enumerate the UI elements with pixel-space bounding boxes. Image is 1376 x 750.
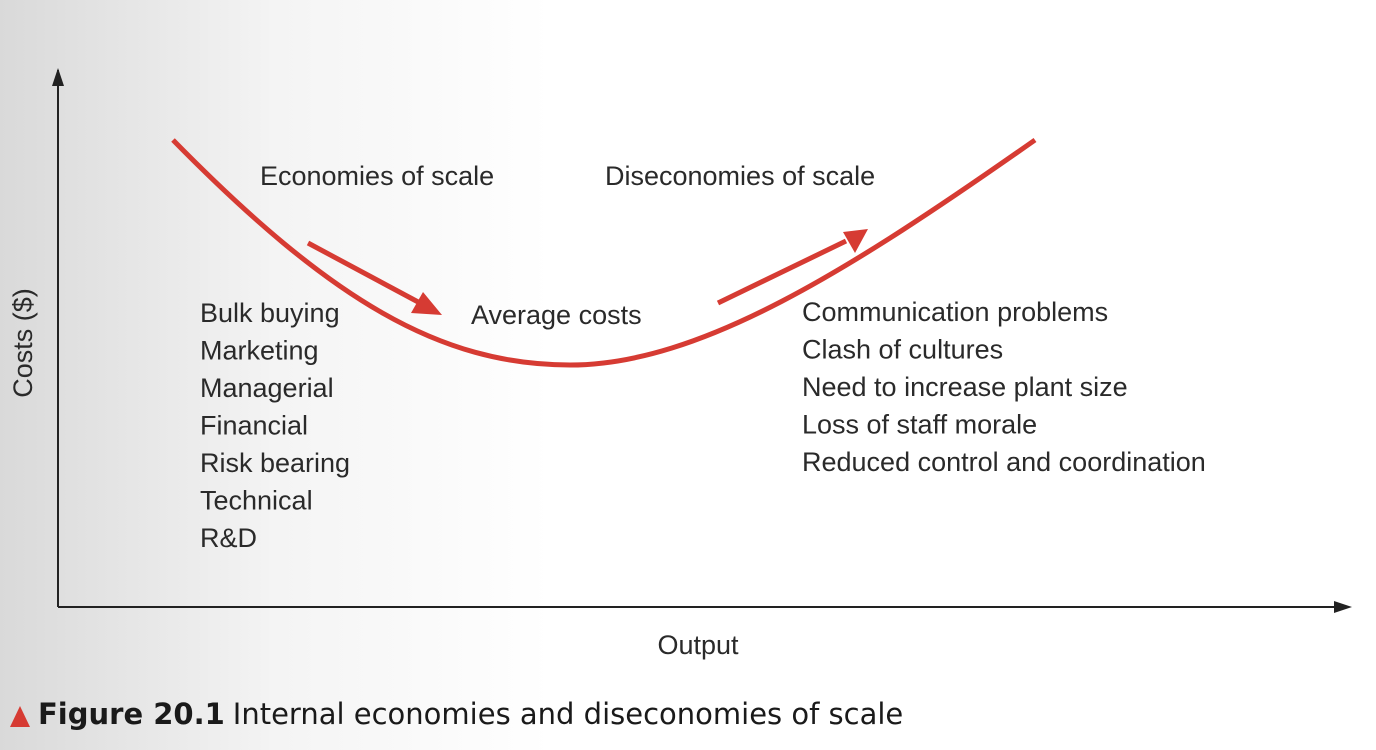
- caption-number: Figure 20.1: [38, 697, 225, 731]
- x-axis-label: Output: [657, 630, 739, 660]
- y-axis-label: Costs ($): [8, 288, 38, 398]
- list-item: Bulk buying: [200, 298, 340, 328]
- average-cost-curve: [171, 137, 1037, 368]
- list-item: Need to increase plant size: [802, 372, 1128, 402]
- economies-heading: Economies of scale: [260, 161, 494, 191]
- list-item: Managerial: [200, 373, 334, 403]
- y-arrowhead: [52, 68, 64, 86]
- diseconomies-arrowhead: [843, 229, 868, 253]
- diseconomies-heading: Diseconomies of scale: [605, 161, 875, 191]
- list-item: Loss of staff morale: [802, 410, 1037, 440]
- list-item: Technical: [200, 486, 313, 516]
- x-arrowhead: [1334, 601, 1352, 613]
- list-item: Clash of cultures: [802, 335, 1003, 365]
- caption-text: Internal economies and diseconomies of s…: [233, 697, 903, 731]
- list-item: Risk bearing: [200, 448, 350, 478]
- list-item: Financial: [200, 411, 308, 441]
- list-item: Communication problems: [802, 297, 1108, 327]
- curve-label: Average costs: [471, 300, 642, 330]
- caption-marker: [10, 706, 30, 727]
- economies-arrow: [306, 240, 422, 306]
- economies-list: Bulk buying Marketing Managerial Financial R…: [200, 298, 350, 553]
- caption: Figure 20.1 Internal economies and diseco…: [38, 697, 903, 731]
- economies-arrowhead: [411, 292, 442, 315]
- diseconomies-arrow: [716, 238, 848, 306]
- list-item: Reduced control and coordination: [802, 447, 1206, 477]
- list-item: Marketing: [200, 336, 319, 366]
- list-item: R&D: [200, 523, 257, 553]
- axes: [52, 68, 1352, 613]
- diseconomies-list: Communication problems Clash of cultures N…: [802, 297, 1206, 477]
